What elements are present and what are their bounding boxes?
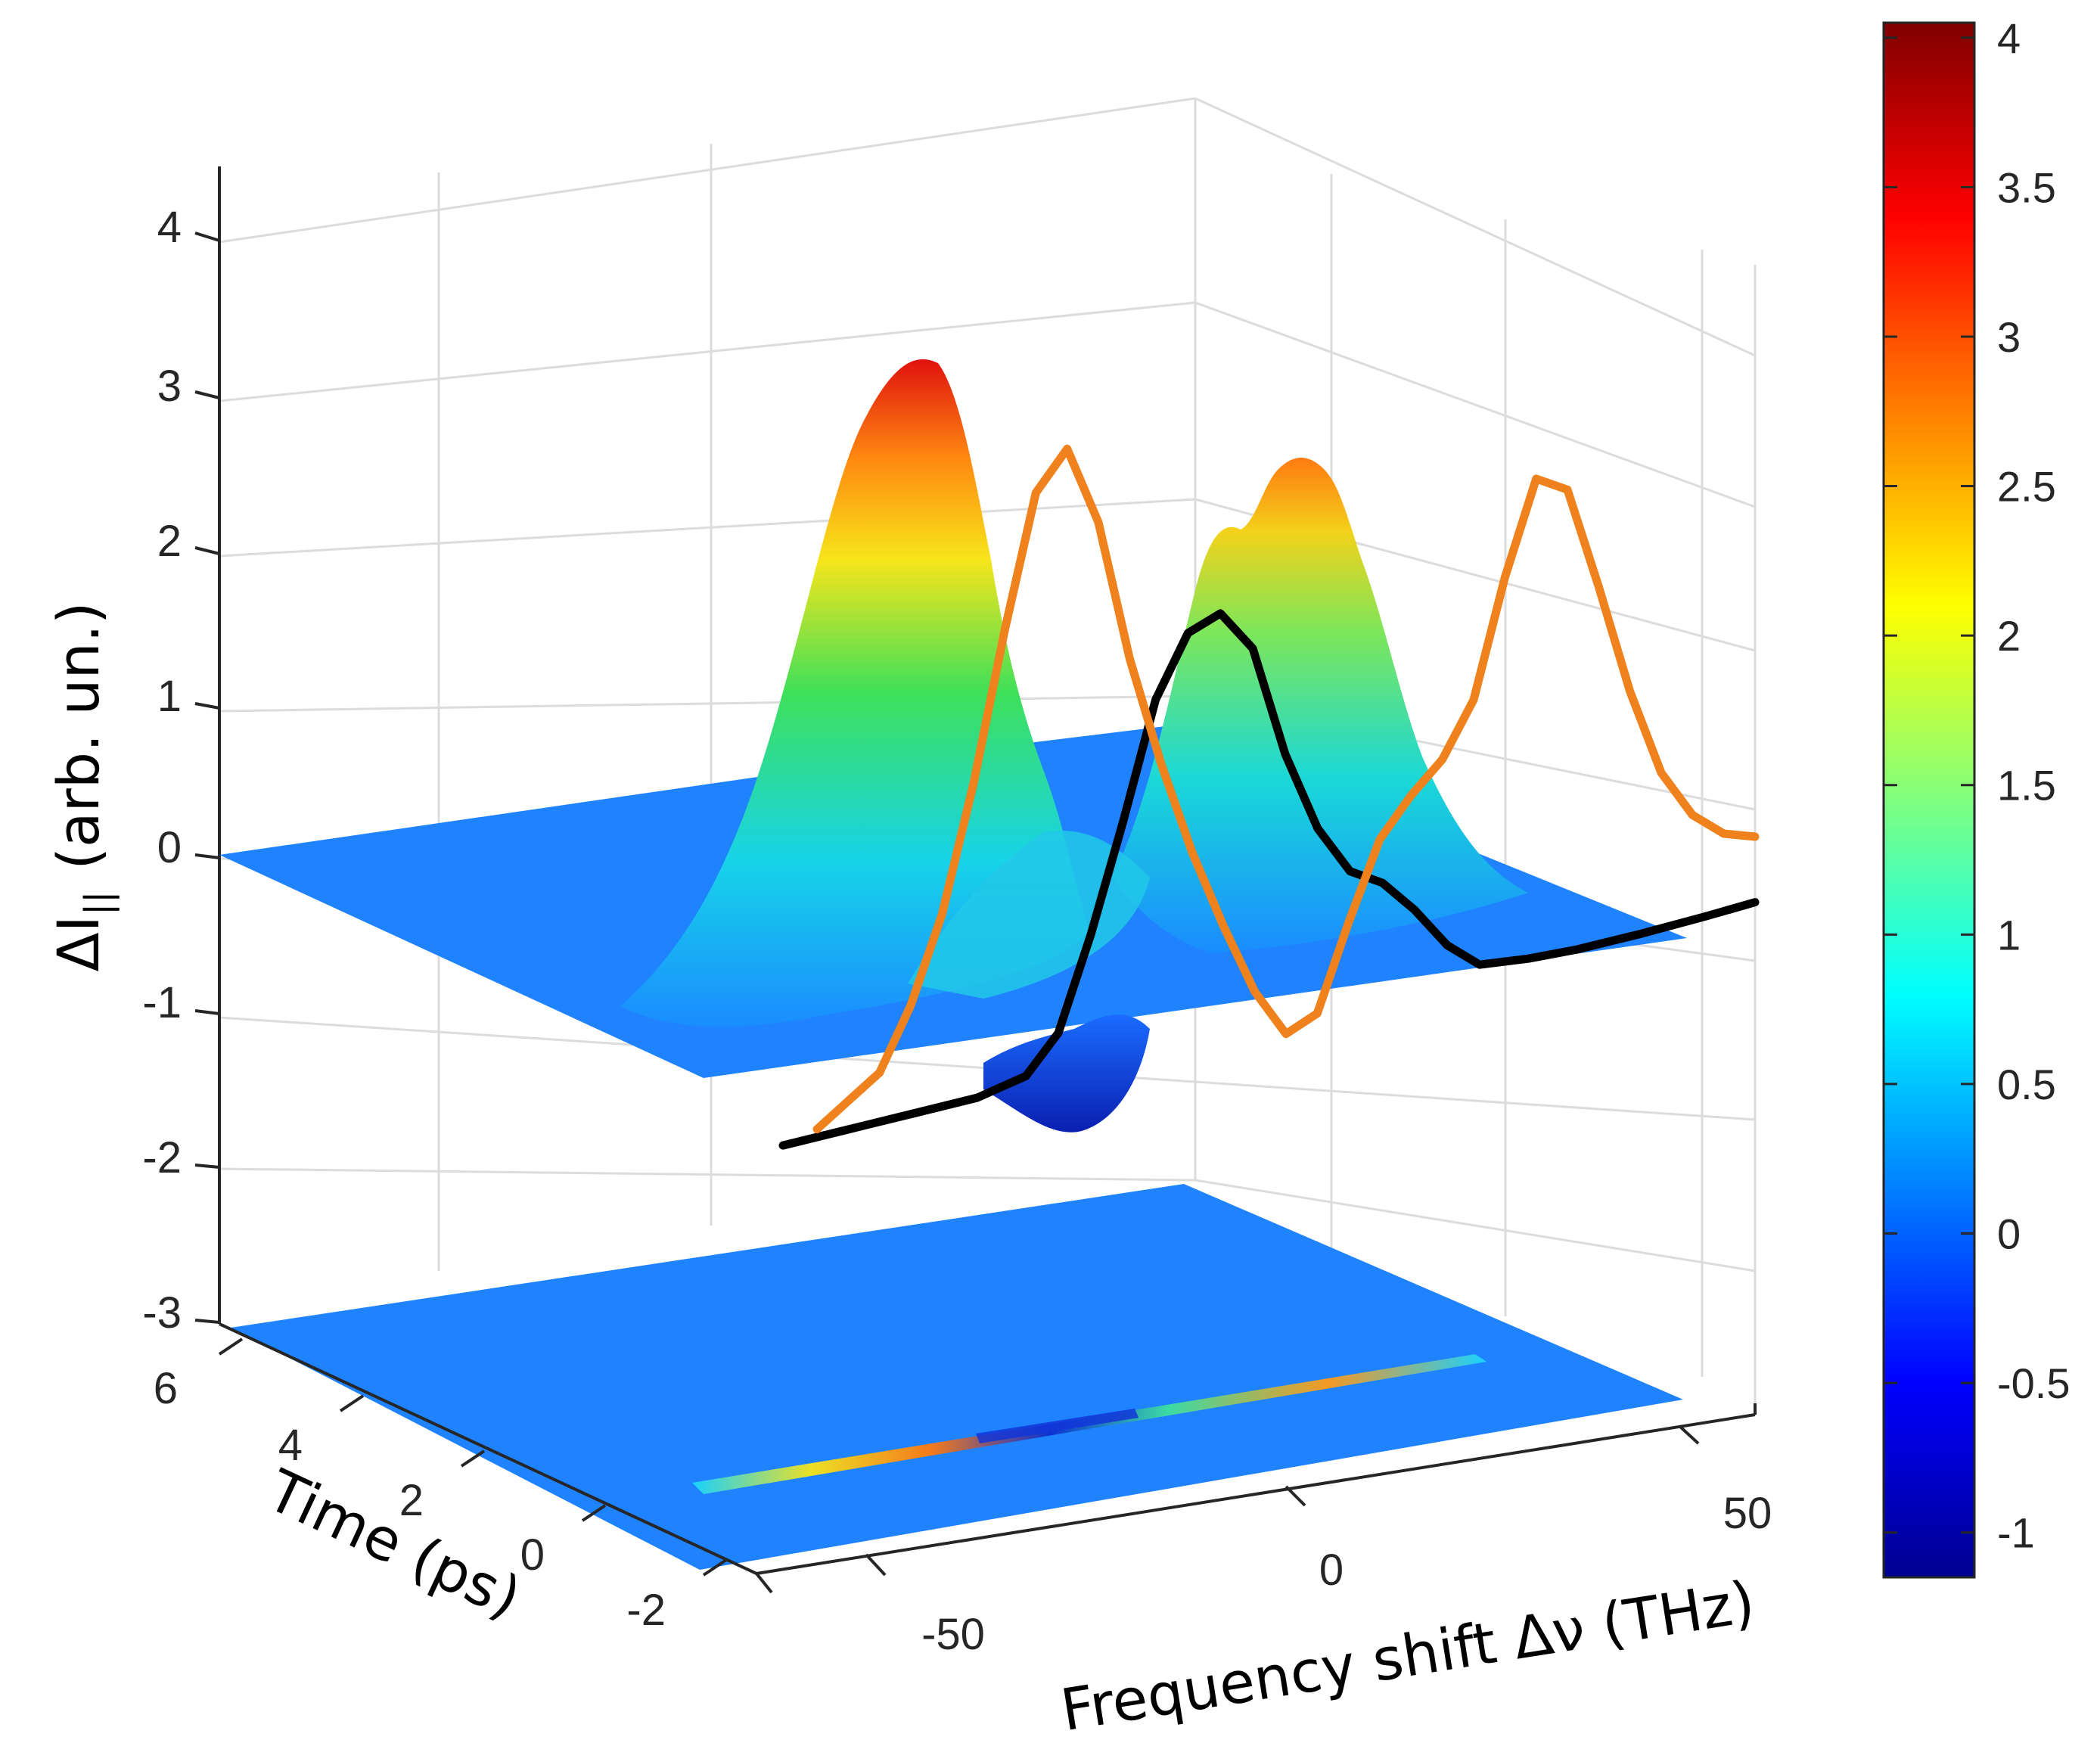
z-tick-label: 0 xyxy=(157,823,182,872)
y-tick-label: 0 xyxy=(520,1530,545,1580)
colorbar-tick-label: 3.5 xyxy=(1997,163,2056,211)
colorbar-tick-label: 1 xyxy=(1997,911,2021,958)
z-tick-label: 4 xyxy=(157,203,182,252)
y-tick-label: 4 xyxy=(278,1421,303,1470)
colorbar-gradient xyxy=(1882,21,1976,1579)
right-wall-grid xyxy=(1194,97,1757,1407)
y-axis-label: Time (ps) xyxy=(257,1456,531,1632)
colorbar-tick-label: 4 xyxy=(1997,14,2021,62)
z-tick-label: 3 xyxy=(157,362,182,411)
y-tick-label: 6 xyxy=(154,1364,178,1413)
surface-plot xyxy=(219,359,1687,1132)
left-wall-grid xyxy=(218,97,1197,1324)
z-axis xyxy=(194,166,221,1324)
colorbar-tick-label: 2 xyxy=(1997,612,2021,660)
floor-stripe-dark xyxy=(976,1409,1139,1443)
z-tick-labels: 4 3 2 1 0 -1 -2 -3 xyxy=(142,203,182,1338)
z-tick-label: 2 xyxy=(157,517,182,566)
y-tick-label: -2 xyxy=(626,1586,666,1635)
colorbar-tick-label: 1.5 xyxy=(1997,762,2056,809)
colorbar-tick-label: 2.5 xyxy=(1997,463,2056,511)
surface-ridge xyxy=(908,831,1150,999)
z-tick-label: 1 xyxy=(157,672,182,721)
z-axis-label: ΔI|| (arb. un.) xyxy=(45,602,120,972)
x-tick-label: 50 xyxy=(1723,1489,1772,1538)
colorbar-tick-label: 3 xyxy=(1997,313,2021,361)
orange-spectrum-line xyxy=(812,444,1760,1134)
y-tick-label: 2 xyxy=(399,1476,424,1525)
colorbar-tick-label: -0.5 xyxy=(1997,1359,2070,1407)
z-axis-label-main: ΔI xyxy=(45,915,112,971)
x-tick-label: -50 xyxy=(921,1610,985,1659)
floor-projection xyxy=(231,1184,1683,1570)
colorbar-tick-label: 0 xyxy=(1997,1210,2021,1258)
surface-peak-right xyxy=(1112,458,1528,953)
black-profile-line xyxy=(778,609,1760,1150)
x-axis-label: Frequency shift Δν (THz) xyxy=(1056,1567,1759,1743)
z-axis-label-unit: (arb. un.) xyxy=(45,602,112,870)
x-tick-labels: -50 0 50 xyxy=(921,1489,1772,1659)
colorbar: -1 -0.5 0 0.5 1 1.5 2 2.5 3 3.5 4 xyxy=(1882,14,2070,1579)
z-tick-label: -2 xyxy=(142,1133,182,1182)
y-tick-labels: 6 4 2 0 -2 xyxy=(154,1364,666,1635)
floor-axes xyxy=(218,1322,1757,1594)
series-lines xyxy=(778,444,1760,1150)
z-axis-label-subscript: || xyxy=(77,891,120,915)
floor-plane xyxy=(231,1184,1683,1570)
surface-peak-left xyxy=(620,359,1089,1027)
colorbar-tick-label: -1 xyxy=(1997,1509,2035,1557)
z-tick-label: -1 xyxy=(142,978,182,1027)
colorbar-ticks: -1 -0.5 0 0.5 1 1.5 2 2.5 3 3.5 4 xyxy=(1884,14,2070,1557)
colorbar-tick-label: 0.5 xyxy=(1997,1061,2056,1108)
x-tick-label: 0 xyxy=(1319,1546,1344,1595)
z-tick-label: -3 xyxy=(142,1288,182,1338)
surface-dip xyxy=(983,1014,1150,1132)
